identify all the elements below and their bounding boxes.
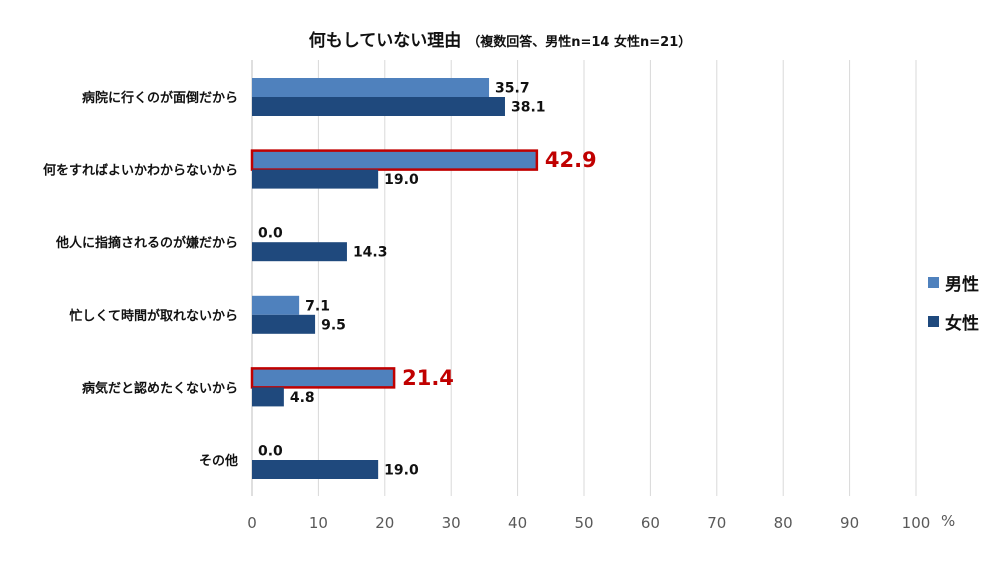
x-tick-label: 100: [902, 514, 931, 532]
legend-label-female: 女性: [945, 314, 979, 334]
category-label: 他人に指摘されるのが嫌だから: [55, 235, 238, 251]
x-tick-label: 40: [508, 514, 527, 532]
x-tick-label: 10: [309, 514, 328, 532]
chart-title-block: 何もしていない理由 （複数回答、男性n=14 女性n=21）: [0, 26, 1000, 51]
x-tick-label: 0: [247, 514, 257, 532]
legend-item-male: 男性: [928, 270, 979, 295]
x-tick-label: 90: [840, 514, 859, 532]
x-tick-label: 50: [574, 514, 593, 532]
data-label-female: 38.1: [511, 100, 546, 116]
legend-swatch-female: [928, 316, 939, 327]
legend-swatch-male: [928, 277, 939, 288]
category-label: 病気だと認めたくないから: [82, 380, 238, 396]
bar-male: [252, 295, 300, 315]
category-label: 病院に行くのが面倒だから: [82, 90, 238, 106]
x-tick-label: 80: [774, 514, 793, 532]
category-label: その他: [199, 453, 238, 469]
data-label-male: 21.4: [402, 366, 454, 390]
data-label-female: 9.5: [321, 317, 346, 333]
data-label-female: 19.0: [384, 172, 419, 188]
legend: 男性 女性: [928, 270, 979, 348]
data-label-male: 0.0: [258, 444, 283, 460]
x-tick-label: 60: [641, 514, 660, 532]
x-tick-label: 30: [442, 514, 461, 532]
chart-title: 何もしていない理由: [308, 31, 462, 51]
data-label-male: 42.9: [545, 148, 597, 172]
data-label-male: 35.7: [495, 81, 530, 97]
category-label: 忙しくて時間が取れないから: [69, 308, 238, 324]
legend-item-female: 女性: [928, 309, 979, 334]
bar-female: [252, 169, 379, 189]
data-label-male: 0.0: [258, 226, 283, 242]
data-label-female: 19.0: [384, 463, 419, 479]
chart-subtitle: （複数回答、男性n=14 女性n=21）: [467, 35, 692, 50]
bar-female: [252, 242, 347, 262]
x-tick-label: 70: [707, 514, 726, 532]
bar-female: [252, 97, 505, 116]
x-unit-label: %: [941, 512, 955, 530]
bar-female: [252, 460, 379, 479]
category-label: 何をすればよいかわからないから: [43, 163, 238, 179]
data-label-female: 4.8: [290, 390, 315, 406]
bar-male: [250, 149, 539, 171]
x-tick-label: 20: [375, 514, 394, 532]
bar-male: [252, 78, 490, 97]
data-label-male: 7.1: [305, 298, 330, 314]
bar-male: [250, 367, 396, 389]
bar-female: [252, 314, 316, 334]
legend-label-male: 男性: [945, 275, 979, 295]
bar-female: [252, 387, 284, 407]
data-label-female: 14.3: [353, 245, 388, 261]
